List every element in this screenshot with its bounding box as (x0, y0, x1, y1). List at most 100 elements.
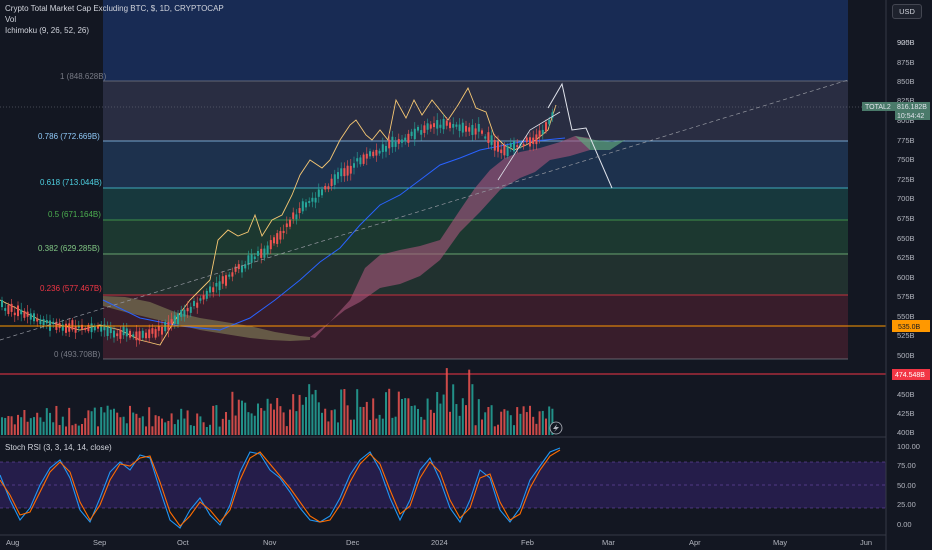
candle-body (378, 150, 381, 154)
volume-bar (372, 398, 375, 435)
volume-bar (247, 412, 250, 435)
candle-body (461, 122, 464, 133)
candle-body (113, 330, 115, 338)
candle-body (68, 323, 71, 332)
volume-bar (532, 416, 535, 435)
candle-body (263, 248, 266, 258)
svg-text:0.00: 0.00 (897, 520, 912, 529)
volume-bar (269, 403, 272, 435)
volume-bar (513, 425, 515, 435)
candle-body (417, 126, 419, 131)
candle-body (522, 143, 525, 147)
candle-body (324, 185, 327, 190)
candle-body (266, 245, 269, 254)
svg-text:600B: 600B (897, 273, 915, 282)
svg-text:775B: 775B (897, 136, 915, 145)
volume-bar (231, 391, 234, 435)
candle-body (401, 139, 403, 143)
candle-body (244, 264, 247, 269)
candle-body (205, 290, 208, 299)
volume-bar (305, 397, 307, 435)
candle-body (545, 122, 547, 132)
chart-title[interactable]: Crypto Total Market Cap Excluding BTC, $… (5, 4, 224, 13)
volume-bar (298, 394, 301, 435)
candle-body (164, 321, 167, 332)
candle-body (177, 313, 179, 325)
volume-bar (381, 418, 384, 435)
volume-bar (289, 409, 291, 435)
svg-text:550B: 550B (897, 312, 915, 321)
candle-body (231, 272, 234, 277)
volume-bar (42, 421, 45, 435)
volume-bar (161, 418, 163, 435)
volume-bar (141, 416, 144, 435)
candle-body (308, 200, 311, 204)
candle-body (410, 131, 413, 137)
svg-text:850B: 850B (897, 77, 915, 86)
svg-text:Apr: Apr (689, 538, 701, 547)
volume-bar (7, 416, 10, 435)
volume-bar (340, 389, 343, 435)
volume-bar (394, 416, 397, 435)
volume-bar (516, 407, 519, 435)
volume-bar (401, 398, 403, 435)
candle-body (330, 178, 333, 187)
fib-label-0786: 0.786 (772.669B) (38, 132, 100, 141)
volume-bar (103, 412, 106, 435)
volume-bar (490, 405, 493, 435)
candle-body (154, 329, 157, 338)
volume-bar (260, 408, 263, 435)
candle-body (74, 325, 77, 333)
stoch-legend[interactable]: Stoch RSI (3, 3, 14, 14, close) (5, 443, 112, 452)
candle-body (359, 157, 362, 165)
candle-body (548, 119, 551, 125)
volume-bar (17, 414, 19, 435)
volume-bar (106, 405, 109, 435)
volume-bar (324, 408, 327, 435)
volume-bar (23, 409, 26, 435)
time-axis[interactable]: Aug Sep Oct Nov Dec 2024 Feb Mar Apr May… (6, 538, 872, 547)
volume-bar (113, 408, 115, 435)
candle-body (490, 135, 493, 145)
price-axis[interactable]: 925B 900B 875B 850B 825B 800B 775B 750B … (897, 38, 915, 437)
lightning-icon[interactable] (549, 421, 563, 435)
volume-bar (477, 399, 480, 435)
volume-bar (359, 406, 362, 435)
volume-bar (391, 417, 394, 435)
red-level-tag: 474.548B (892, 369, 930, 380)
candle-body (17, 305, 19, 317)
volume-bar (353, 419, 355, 435)
volume-bar (484, 412, 487, 435)
svg-text:875B: 875B (897, 58, 915, 67)
volume-bar (244, 402, 247, 435)
candle-body (81, 324, 83, 329)
volume-bar (65, 426, 67, 435)
candle-body (196, 302, 199, 308)
volume-bar (311, 394, 314, 435)
vol-legend[interactable]: Vol (5, 15, 17, 24)
candle-body (42, 319, 45, 326)
volume-bar (410, 405, 413, 435)
volume-bar (90, 411, 93, 435)
stoch-axis[interactable]: 100.00 75.00 50.00 25.00 0.00 (897, 442, 920, 529)
volume-bar (13, 424, 16, 435)
kijun-line (102, 137, 566, 331)
candle-body (500, 149, 503, 154)
fib-label-0382: 0.382 (629.285B) (38, 244, 100, 253)
candle-body (388, 139, 391, 149)
volume-bar (356, 389, 359, 435)
candle-body (116, 333, 119, 337)
candle-body (353, 163, 355, 168)
stoch-k-line (0, 447, 561, 529)
currency-button[interactable]: USD (892, 4, 922, 19)
svg-text:Jun: Jun (860, 538, 872, 547)
ichimoku-legend[interactable]: Ichimoku (9, 26, 52, 26) (5, 26, 90, 35)
candle-body (84, 328, 87, 331)
candle-body (212, 287, 215, 293)
volume-bar (317, 402, 320, 435)
candle-body (279, 231, 282, 240)
candle-body (298, 208, 301, 213)
svg-text:525B: 525B (897, 331, 915, 340)
candle-body (314, 197, 317, 203)
